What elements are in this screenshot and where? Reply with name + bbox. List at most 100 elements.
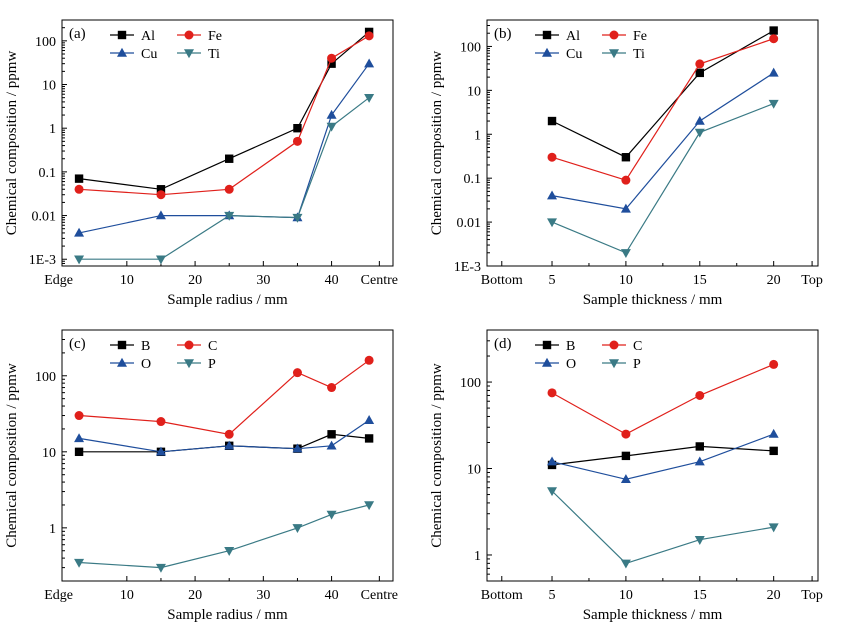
data-point-o [547, 456, 558, 466]
legend-label: P [633, 357, 641, 372]
data-point-al [293, 123, 302, 133]
data-point-ti [694, 128, 705, 138]
x-tick-label: Centre [361, 273, 398, 288]
data-point-p [694, 536, 705, 545]
data-point-o [155, 446, 166, 456]
y-tick-label: 10 [467, 463, 481, 478]
legend-swatch-marker [184, 49, 194, 59]
data-point-al [74, 174, 84, 183]
data-point-c [364, 355, 374, 365]
legend-swatch-marker [542, 30, 552, 40]
data-point-cu [694, 115, 705, 125]
panel-label: (c) [69, 336, 86, 352]
legend-label: Cu [566, 47, 582, 62]
data-point-al [695, 68, 704, 78]
x-tick-label: Top [801, 588, 823, 603]
legend-label: Fe [208, 29, 222, 44]
series-line-b [551, 445, 774, 466]
data-point-cu [74, 227, 85, 237]
data-point-fe [292, 136, 302, 146]
series-line-p [79, 504, 370, 569]
data-point-b [327, 430, 336, 439]
plot-frame [486, 329, 819, 582]
data-point-c [547, 388, 557, 398]
legend-swatch-marker [117, 340, 127, 350]
data-point-c [156, 417, 166, 427]
legend-label: C [633, 339, 642, 354]
data-point-al [621, 153, 631, 162]
x-tick-label: 20 [767, 273, 781, 288]
y-tick-label: 0.01 [457, 216, 482, 231]
data-point-p [292, 524, 303, 534]
series-line-o [551, 433, 774, 480]
series-line-cu [551, 72, 775, 210]
y-tick-label: 1 [474, 128, 481, 143]
series-line-ti [79, 97, 370, 260]
x-tick-label: 5 [549, 588, 556, 603]
y-tick-label: 0.1 [464, 172, 482, 187]
legend-label: O [141, 357, 151, 372]
data-point-o [620, 474, 631, 484]
data-point-c [621, 429, 631, 439]
legend-swatch-marker [609, 340, 619, 350]
data-point-p [224, 547, 235, 556]
data-point-p [768, 523, 779, 533]
legend-label: P [208, 357, 216, 372]
data-point-fe [74, 184, 84, 194]
data-point-al [769, 26, 778, 35]
panel-d-chart: Bottom 5 10 15 20 Top 1 10 100 Sample thickness /… [429, 329, 823, 623]
legend-label: C [208, 339, 217, 354]
data-point-cu [326, 109, 337, 119]
x-tick-label: Edge [44, 273, 73, 288]
series-line-c [551, 363, 774, 435]
y-tick-label: 1 [49, 522, 56, 537]
data-point-c [327, 383, 337, 393]
x-tick-label: 15 [693, 588, 707, 603]
data-point-fe [547, 152, 557, 162]
legend-label: Al [141, 29, 155, 44]
data-point-ti [768, 99, 779, 109]
data-point-b [695, 442, 704, 451]
data-point-cu [768, 67, 779, 77]
x-tick-label: 40 [325, 588, 339, 603]
data-point-o [694, 456, 705, 466]
data-point-al [327, 59, 336, 68]
panel-a-chart: Edge 10 20 30 40 Centre 1E-3 0.01 0.1 1 10 100 Sampl… [4, 19, 398, 308]
y-axis-label: Chemical composition / ppmw [4, 51, 20, 236]
legend-swatch-marker [184, 30, 194, 40]
data-point-p [620, 559, 631, 569]
data-point-ti [620, 249, 631, 258]
data-point-cu [620, 203, 631, 213]
data-point-al [156, 185, 166, 194]
data-point-c [292, 368, 302, 378]
data-point-o [364, 415, 375, 424]
x-tick-label: Bottom [481, 273, 523, 288]
legend-label: Fe [633, 29, 647, 44]
x-axis-label: Sample thickness / mm [583, 292, 723, 308]
data-point-o [74, 433, 85, 443]
legend-swatch-marker [542, 340, 552, 350]
data-point-ti [74, 255, 85, 265]
x-tick-label: Centre [361, 588, 398, 603]
panel-b-chart: Bottom 5 10 15 20 Top 1E-3 0.01 0.1 1 10 100 Sample … [429, 19, 823, 308]
plot-frame [61, 19, 394, 267]
series-line-al [79, 31, 370, 190]
y-tick-label: 10 [42, 446, 56, 461]
data-point-fe [327, 53, 337, 63]
data-point-p [74, 558, 85, 568]
x-tick-label: Bottom [481, 588, 523, 603]
data-point-fe [364, 31, 374, 41]
series-line-p [551, 490, 774, 565]
data-point-c [769, 359, 779, 369]
x-tick-label: 5 [549, 273, 556, 288]
data-point-fe [769, 34, 779, 44]
x-tick-label: 10 [120, 588, 134, 603]
y-tick-label: 10 [467, 84, 481, 99]
data-point-ti [364, 93, 375, 103]
legend-label: B [141, 339, 150, 354]
data-point-fe [621, 175, 631, 185]
series-line-ti [551, 103, 774, 254]
data-point-b [621, 451, 631, 461]
series-line-b [79, 433, 370, 453]
data-point-c [224, 429, 234, 439]
